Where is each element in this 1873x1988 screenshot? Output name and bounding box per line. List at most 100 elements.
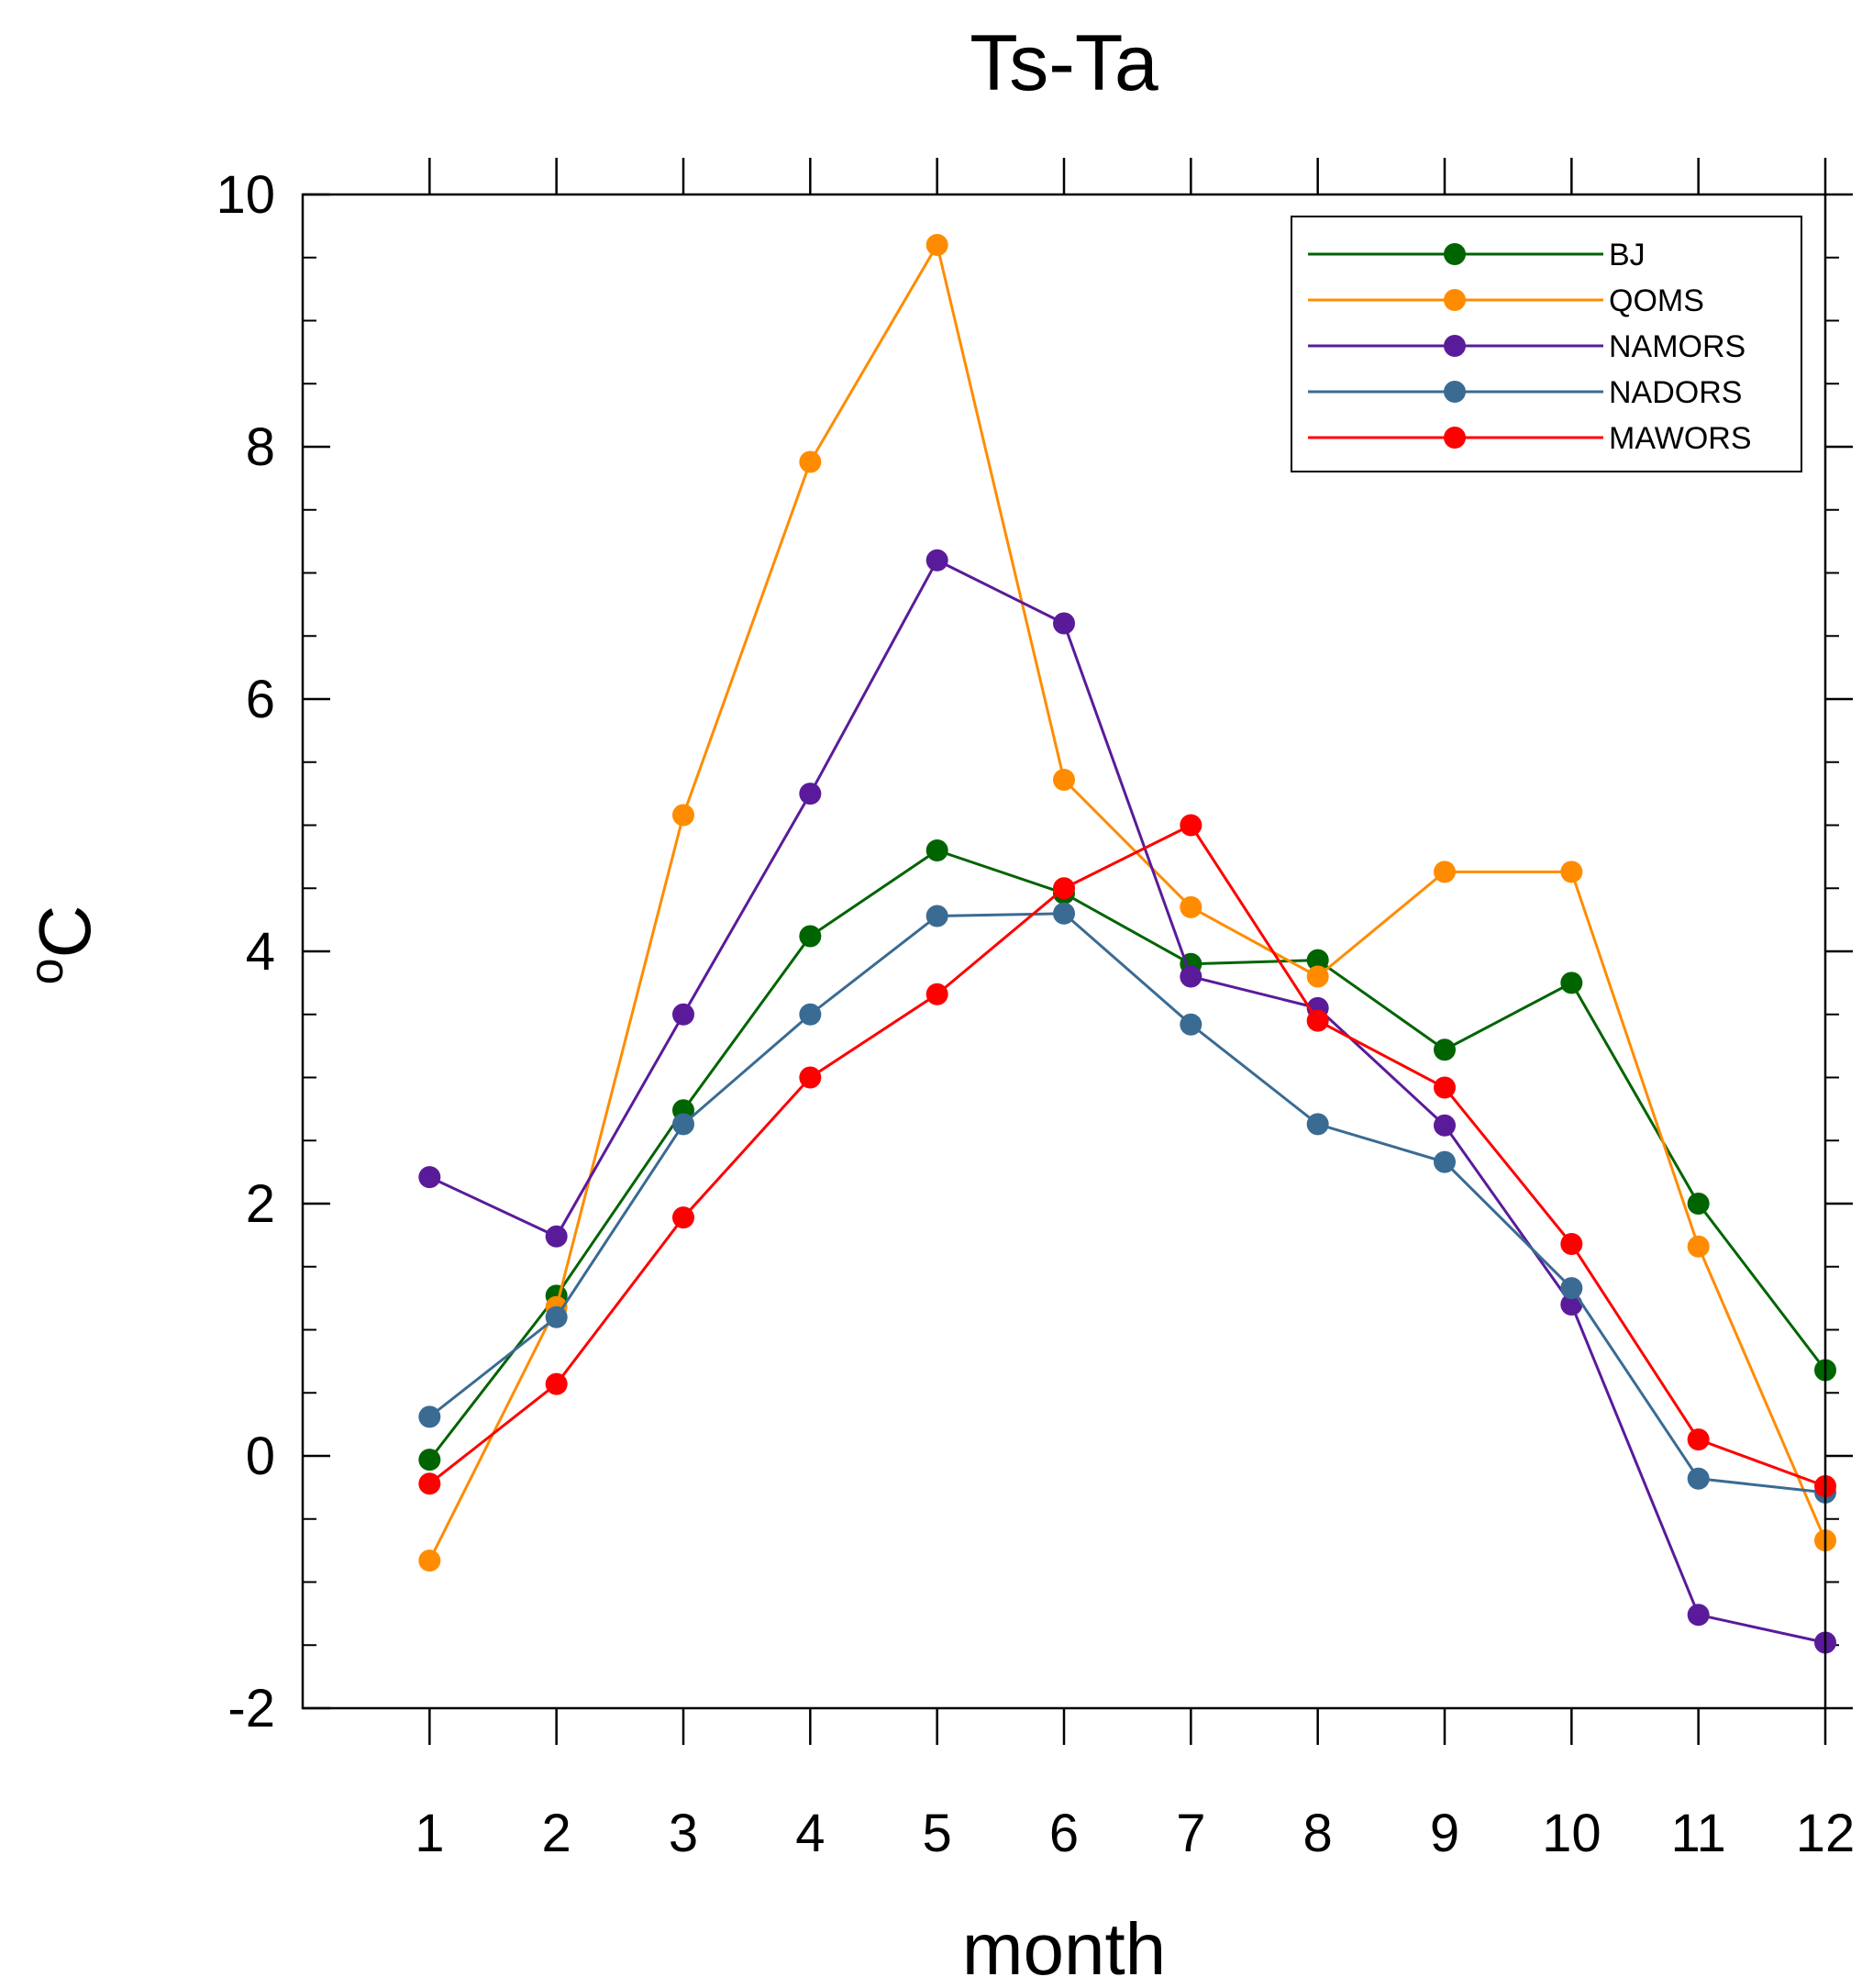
data-point-mawors [799,1066,822,1089]
data-point-bj [799,925,822,948]
series-line-mawors [428,823,1826,1488]
data-point-namors [418,1166,441,1189]
data-point-mawors [1306,1009,1329,1032]
series-layer [418,234,1836,1654]
series-nadors [418,902,1836,1504]
x-tick-labels: 1 2 3 4 5 6 7 8 9 10 11 12 [415,1804,1855,1863]
data-point-namors [1180,965,1202,988]
y-axis-title-unit: C [24,905,105,959]
legend-label: BJ [1609,238,1646,272]
data-point-bj [925,839,948,861]
data-point-namors [925,549,948,572]
data-point-qoms [1434,861,1456,883]
data-point-nadors [1180,1013,1202,1036]
legend-marker [1444,335,1466,357]
data-point-bj [1560,972,1583,994]
data-point-nadors [545,1305,568,1328]
data-point-qoms [672,804,694,827]
series-qoms [418,234,1836,1572]
legend-label: NADORS [1609,375,1742,410]
y-tick-label: -2 [227,1679,275,1738]
y-axis-title-superscript: o [20,958,73,984]
legend-label: MAWORS [1609,421,1752,456]
series-mawors [418,814,1836,1497]
data-point-mawors [545,1372,568,1395]
series-line-qoms [427,241,1827,1561]
data-point-namors [545,1225,568,1248]
legend-item-qoms: QOMS [1308,283,1704,318]
data-point-bj [1434,1038,1456,1061]
data-point-nadors [672,1113,694,1136]
x-tick-label: 6 [1049,1804,1079,1863]
x-tick-label: 3 [669,1804,698,1863]
data-point-namors [1053,612,1075,635]
legend-marker [1444,427,1466,449]
x-tick-label: 5 [923,1804,952,1863]
legend-marker [1444,243,1466,265]
data-point-namors [1687,1604,1710,1627]
y-tick-label: 8 [246,417,275,477]
data-point-mawors [1434,1076,1456,1099]
data-point-nadors [1687,1467,1710,1490]
legend-item-bj: BJ [1308,238,1646,272]
y-tick-labels: -2 0 2 4 6 8 10 [216,165,275,1738]
svg-text:oC: oC [20,905,105,985]
legend-item-nadors: NADORS [1308,375,1742,410]
data-point-bj [1687,1193,1710,1215]
legend-marker [1444,289,1466,311]
data-point-qoms [1306,965,1329,988]
y-tick-label: 0 [246,1427,275,1486]
data-point-mawors [1687,1428,1710,1451]
axis-ticks [303,158,1853,1745]
y-tick-label: 6 [246,670,275,729]
y-tick-label: 4 [246,922,275,982]
legend-label: NAMORS [1609,329,1746,364]
x-tick-label: 8 [1303,1804,1333,1863]
data-point-qoms [418,1549,441,1572]
data-point-mawors [418,1472,441,1495]
data-point-nadors [925,905,948,927]
data-point-qoms [925,234,948,256]
data-point-nadors [1306,1113,1329,1136]
data-point-qoms [1180,895,1202,918]
x-tick-label: 2 [542,1804,571,1863]
data-point-nadors [1560,1277,1583,1300]
data-point-namors [1560,1294,1583,1316]
x-tick-label: 9 [1430,1804,1459,1863]
x-tick-label: 1 [415,1804,444,1863]
x-tick-label: 7 [1176,1804,1205,1863]
data-point-namors [672,1003,694,1026]
y-axis-title: oC [20,905,105,985]
data-point-nadors [799,1003,822,1026]
y-tick-label: 10 [216,165,275,225]
data-point-mawors [1053,877,1075,900]
x-tick-label: 10 [1542,1804,1601,1863]
series-line-nadors [428,912,1826,1494]
x-tick-label: 12 [1796,1804,1856,1863]
data-point-mawors [1560,1233,1583,1255]
legend-item-namors: NAMORS [1308,329,1746,364]
x-tick-label: 11 [1671,1804,1726,1863]
data-point-nadors [1434,1150,1456,1173]
legend-item-mawors: MAWORS [1308,421,1752,456]
series-line-bj [428,849,1827,1461]
x-axis-title: month [962,1908,1166,1988]
data-point-bj [1306,949,1329,972]
data-point-qoms [1687,1235,1710,1258]
y-tick-label: 2 [246,1174,275,1234]
data-point-qoms [1053,769,1075,791]
data-point-mawors [672,1206,694,1229]
data-point-qoms [1560,861,1583,883]
data-point-mawors [1180,814,1202,837]
x-tick-label: 4 [795,1804,825,1863]
data-point-bj [418,1449,441,1472]
data-point-nadors [1053,902,1075,925]
legend-box [1291,216,1802,472]
legend: BJ QOMS NAMORS NADORS MAWORS [1291,216,1802,472]
chart-title: Ts-Ta [970,19,1158,107]
plot-frame [301,193,1827,1710]
data-point-namors [799,783,822,805]
data-point-mawors [925,983,948,1005]
legend-marker [1444,381,1466,403]
